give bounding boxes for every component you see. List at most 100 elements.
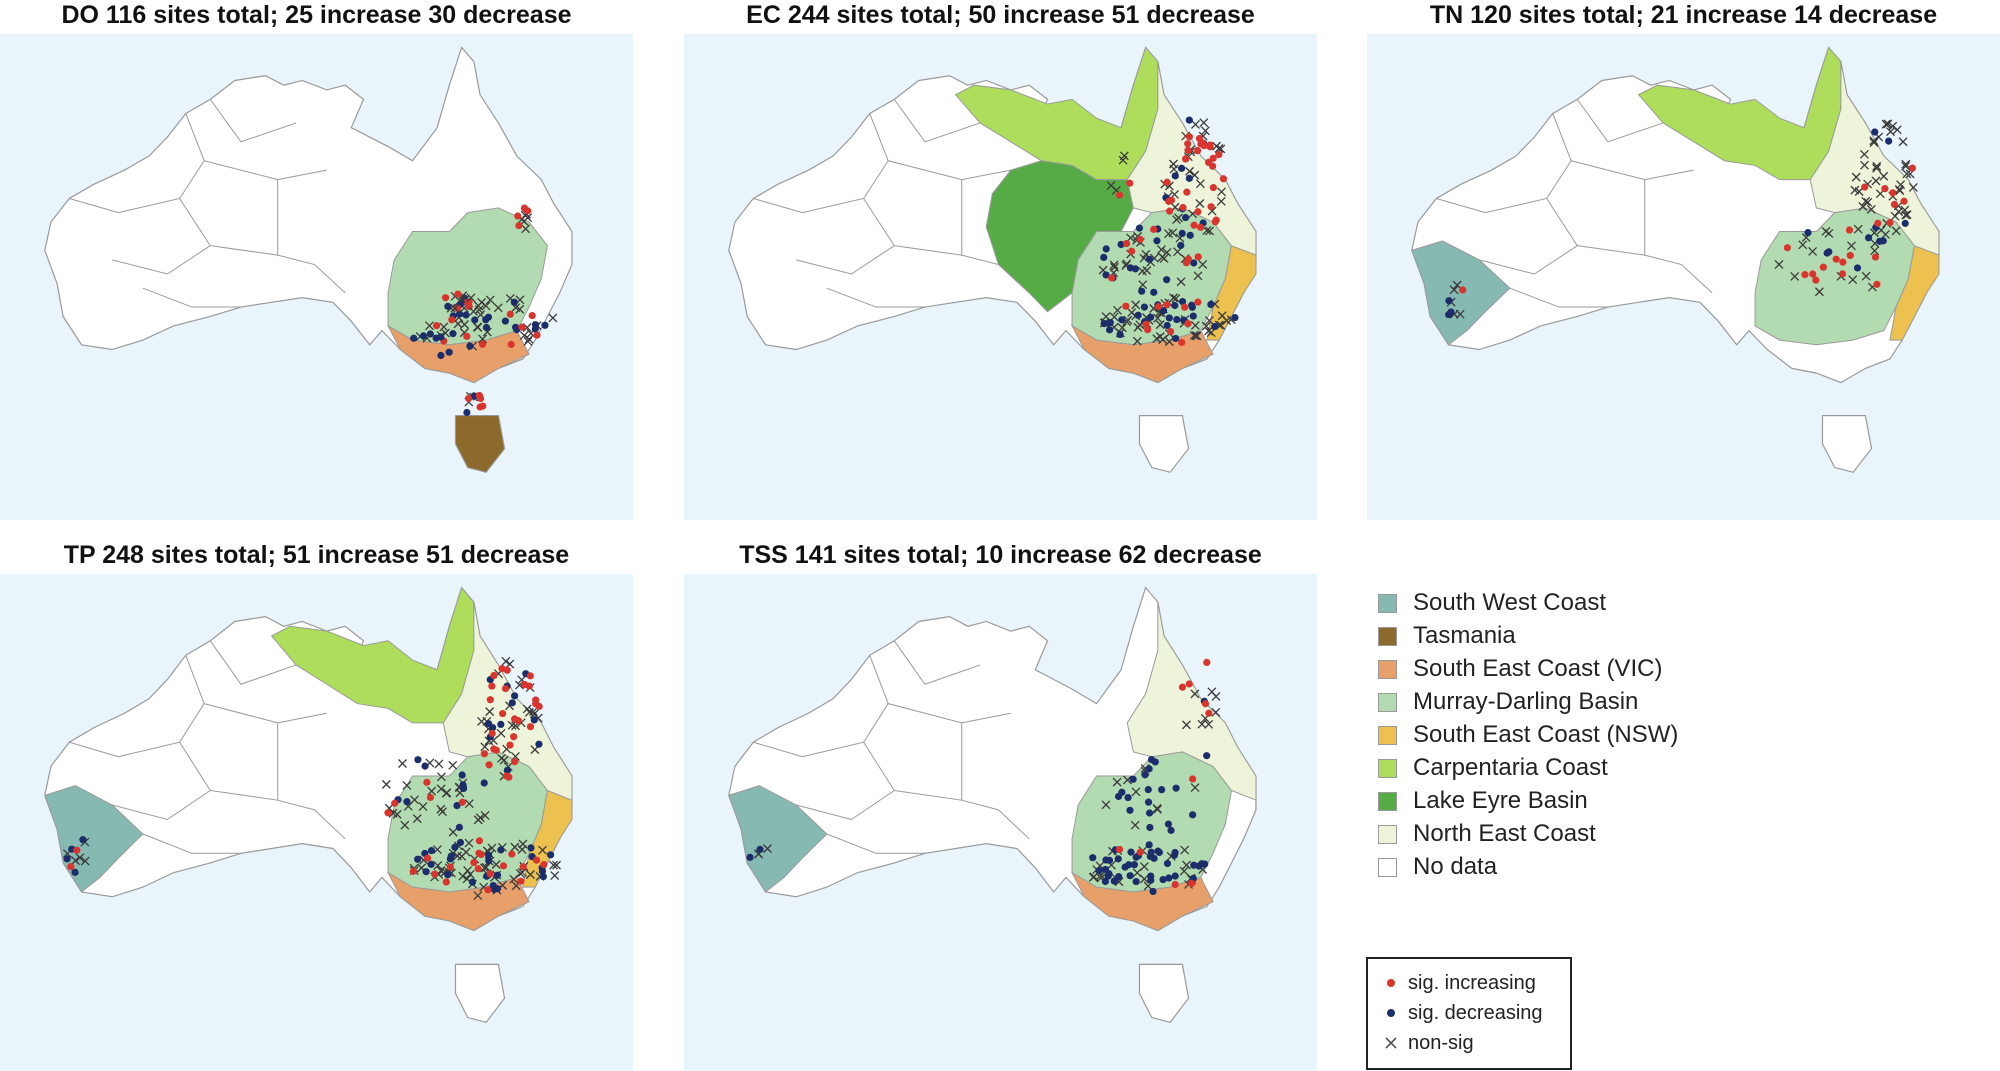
site-marker-increasing — [1194, 298, 1202, 306]
site-marker-non-sig — [1180, 845, 1190, 855]
site-marker-decreasing — [1871, 128, 1879, 136]
site-marker-decreasing — [530, 716, 538, 724]
site-marker-increasing — [423, 778, 431, 786]
site-marker-increasing — [1184, 146, 1192, 154]
legend-label: Carpentaria Coast — [1413, 754, 1608, 781]
map-area[interactable] — [1367, 34, 2000, 520]
panel-title: TP 248 sites total; 51 increase 51 decre… — [63, 541, 570, 569]
site-marker-increasing — [1205, 709, 1213, 717]
site-marker-non-sig — [529, 709, 539, 719]
site-marker-decreasing — [1101, 877, 1109, 886]
map-area[interactable] — [0, 34, 633, 520]
site-marker-decreasing — [1165, 874, 1173, 882]
site-marker-non-sig — [528, 707, 538, 716]
site-marker-non-sig — [1137, 266, 1147, 276]
site-marker-increasing — [470, 859, 478, 867]
site-marker-non-sig — [464, 838, 474, 848]
legend-label: No data — [1413, 853, 1498, 880]
site-marker-decreasing — [1104, 872, 1112, 880]
legend-label: South East Coast (NSW) — [1413, 721, 1679, 748]
site-marker-non-sig — [519, 331, 529, 340]
site-marker-increasing — [1194, 147, 1202, 155]
site-marker-decreasing — [1853, 264, 1862, 272]
site-marker-increasing — [1165, 197, 1173, 205]
site-marker-decreasing — [1190, 861, 1198, 869]
site-marker-non-sig — [1808, 246, 1818, 256]
site-marker-non-sig — [1131, 787, 1141, 797]
legend-item-carpentaria-coast: Carpentaria Coast — [1378, 753, 1608, 783]
map-area[interactable] — [684, 574, 1317, 1071]
site-marker-decreasing — [1203, 752, 1211, 760]
division-boundary — [893, 640, 981, 685]
legend-label: Tasmania — [1413, 622, 1516, 649]
site-marker-decreasing — [503, 766, 511, 774]
site-marker-increasing — [432, 322, 441, 330]
site-marker-non-sig — [1898, 137, 1908, 147]
site-marker-decreasing — [1127, 848, 1135, 856]
site-marker-non-sig — [1089, 872, 1099, 882]
australia-map — [1367, 34, 2000, 520]
site-marker-non-sig — [1190, 783, 1200, 793]
site-marker-non-sig — [1211, 707, 1221, 717]
site-marker-increasing — [1184, 140, 1192, 148]
site-marker-decreasing — [1167, 826, 1175, 834]
site-marker-increasing — [476, 403, 484, 411]
site-marker-non-sig — [75, 853, 85, 863]
map-area[interactable] — [684, 34, 1317, 520]
site-marker-decreasing — [1135, 224, 1144, 232]
australia-map — [0, 34, 633, 520]
site-marker-decreasing — [1163, 276, 1171, 284]
site-marker-non-sig — [1861, 271, 1871, 281]
site-marker-decreasing — [458, 771, 466, 779]
site-marker-increasing — [490, 671, 498, 680]
site-marker-increasing — [446, 863, 454, 871]
site-marker-increasing — [1194, 208, 1202, 216]
site-marker-increasing — [1171, 880, 1179, 889]
site-marker-decreasing — [497, 846, 505, 854]
site-marker-decreasing — [1447, 308, 1455, 316]
site-marker-decreasing — [421, 762, 429, 770]
site-marker-non-sig — [1860, 160, 1869, 170]
site-marker-non-sig — [517, 868, 527, 877]
site-marker-decreasing — [1116, 330, 1124, 339]
site-marker-decreasing — [497, 720, 505, 728]
site-marker-decreasing — [427, 846, 436, 855]
site-marker-increasing — [515, 221, 523, 230]
site-marker-decreasing — [71, 868, 79, 876]
site-marker-decreasing — [410, 334, 418, 342]
site-marker-decreasing — [1130, 861, 1138, 869]
site-marker-decreasing — [510, 298, 518, 306]
site-marker-non-sig — [1901, 159, 1911, 169]
site-marker-decreasing — [1115, 873, 1123, 881]
site-marker-non-sig — [493, 303, 503, 313]
site-marker-non-sig — [480, 810, 490, 820]
site-marker-decreasing — [1147, 313, 1155, 321]
site-marker-decreasing — [1125, 861, 1133, 869]
site-marker-increasing — [384, 809, 392, 817]
site-marker-decreasing — [1163, 321, 1171, 330]
map-area[interactable] — [0, 574, 633, 1071]
site-marker-decreasing — [459, 784, 468, 793]
marker-legend-item-decreasing: sig. decreasing — [1384, 1000, 1543, 1026]
site-marker-decreasing — [470, 392, 478, 400]
site-marker-non-sig — [1201, 321, 1211, 331]
division-boundary — [142, 833, 241, 854]
site-marker-increasing — [1115, 845, 1124, 854]
site-marker-non-sig — [763, 844, 772, 854]
site-marker-decreasing — [1145, 809, 1154, 817]
site-marker-increasing — [1178, 338, 1186, 347]
site-marker-non-sig — [552, 860, 561, 870]
site-marker-non-sig — [433, 861, 443, 870]
map-panel-do: DO 116 sites total; 25 increase 30 decre… — [0, 0, 633, 520]
site-marker-non-sig — [550, 871, 560, 881]
site-marker-non-sig — [464, 799, 474, 809]
site-marker-non-sig — [501, 656, 511, 666]
site-marker-non-sig — [1908, 182, 1918, 192]
site-marker-non-sig — [1449, 285, 1459, 295]
site-marker-increasing — [1183, 188, 1191, 196]
site-marker-decreasing — [1178, 164, 1186, 172]
site-marker-non-sig — [1195, 199, 1205, 208]
site-marker-non-sig — [1182, 860, 1191, 870]
site-marker-increasing — [1178, 683, 1187, 691]
site-marker-non-sig — [1848, 275, 1858, 285]
